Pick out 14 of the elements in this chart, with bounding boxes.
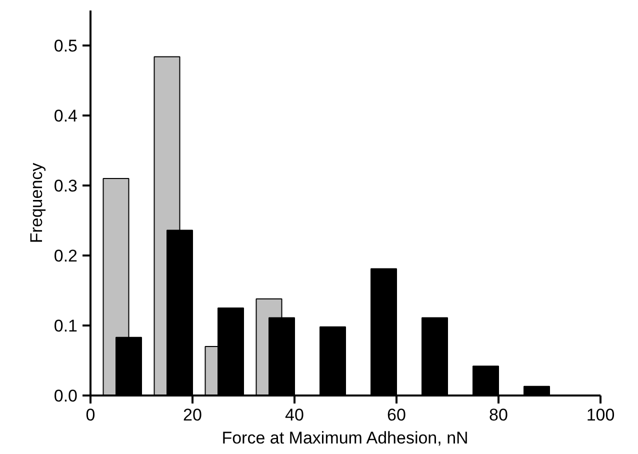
x-tick-label: 40: [285, 406, 304, 424]
x-tick-label: 60: [387, 406, 406, 424]
y-tick-label: 0.5: [54, 36, 78, 56]
x-tick-label: 100: [586, 406, 615, 424]
y-tick-label: 0.3: [54, 176, 78, 196]
x-tick-label: 0: [86, 406, 96, 424]
y-tick-label: 0.1: [54, 316, 78, 336]
x-tick-label: 80: [489, 406, 508, 424]
y-tick-label: 0.2: [54, 246, 78, 266]
x-axis-title: Force at Maximum Adhesion, nN: [222, 428, 468, 448]
x-tick-label: 20: [183, 406, 202, 424]
y-tick-label: 0.4: [54, 106, 78, 126]
y-axis-title: Frequency: [26, 162, 46, 244]
y-tick-label: 0.0: [54, 386, 78, 406]
